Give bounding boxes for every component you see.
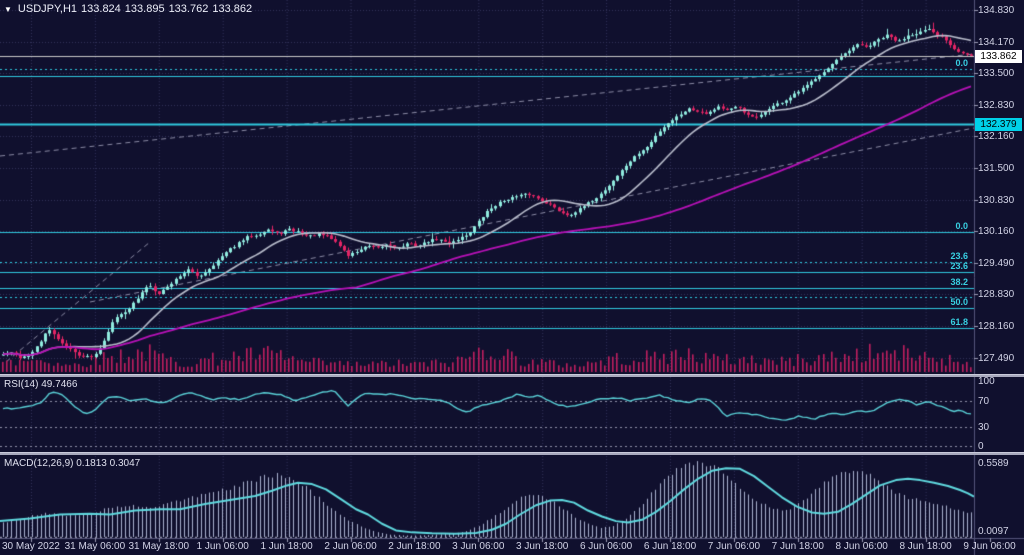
chart-header: ▼ USDJPY,H1 133.824 133.895 133.762 133.862	[4, 3, 256, 15]
rsi-scale-label: 0	[978, 441, 984, 452]
price-axis-label: 130.830	[978, 194, 1015, 206]
price-axis-label: 129.490	[978, 257, 1015, 269]
price-axis-label: 130.160	[978, 226, 1015, 238]
symbol-dropdown-icon[interactable]: ▼	[4, 5, 12, 14]
macd-indicator-label: MACD(12,26,9) 0.1813 0.3047	[4, 458, 141, 469]
fib-level-label: 23.6	[950, 251, 968, 261]
ohlc-high: 133.895	[124, 3, 165, 15]
time-axis-label: 1 Jun 06:00	[196, 541, 249, 552]
time-axis-label: 6 Jun 06:00	[579, 541, 633, 552]
time-axis-label: 31 May 06:00	[64, 541, 126, 552]
time-axis-label: 3 Jun 06:00	[452, 541, 505, 552]
fib-level-label: 50.0	[950, 297, 968, 307]
time-axis-label: 30 May 2022	[2, 541, 60, 552]
price-axis-label: 132.160	[978, 131, 1015, 143]
symbol-label: USDJPY,H1	[17, 3, 78, 15]
time-axis-label: 1 Jun 18:00	[260, 541, 313, 552]
rsi-scale-label: 100	[978, 376, 995, 387]
time-axis-label: 7 Jun 18:00	[771, 541, 824, 552]
pane-splitter-rsi[interactable]	[0, 374, 1024, 377]
price-axis-label: 134.830	[978, 5, 1015, 16]
price-axis-label: 133.500	[978, 68, 1015, 80]
level-price-tag: 132.379	[975, 118, 1022, 131]
time-axis-label: 3 Jun 18:00	[516, 541, 569, 552]
time-axis-label: 8 Jun 06:00	[835, 541, 888, 552]
fib-level-label: 38.2	[950, 277, 968, 287]
time-axis-label: 9 Jun 06:00	[963, 541, 1016, 552]
macd-max-label: 0.5589	[978, 458, 1009, 469]
time-axis-label: 6 Jun 18:00	[643, 541, 697, 552]
ohlc-low: 133.762	[168, 3, 209, 15]
time-axis-label: 2 Jun 06:00	[324, 541, 377, 552]
price-axis-label: 134.170	[978, 36, 1015, 48]
time-axis-label: 8 Jun 18:00	[899, 541, 952, 552]
fib-level-label: 23.6	[950, 261, 968, 271]
pane-splitter-macd[interactable]	[0, 452, 1024, 455]
macd-min-label: 0.0097	[978, 526, 1009, 537]
price-axis-label: 127.490	[978, 352, 1015, 364]
ohlc-close: 133.862	[212, 3, 253, 15]
price-axis-label: 128.830	[978, 289, 1015, 301]
price-axis-label: 128.160	[978, 321, 1015, 332]
fib-level-label: 0.0	[955, 221, 968, 231]
ohlc-open: 133.824	[81, 3, 121, 15]
current-price-tag: 133.862	[975, 50, 1022, 63]
time-axis-label: 7 Jun 06:00	[707, 541, 761, 552]
time-axis-label: 31 May 18:00	[128, 541, 190, 552]
price-axis-label: 132.830	[978, 99, 1015, 111]
fib-level-label: 61.8	[950, 317, 968, 327]
fib-level-label: 0.0	[955, 58, 968, 68]
rsi-indicator-label: RSI(14) 49.7466	[4, 379, 78, 390]
rsi-scale-label: 30	[978, 421, 990, 433]
price-axis-label: 131.500	[978, 163, 1015, 174]
time-axis-label: 2 Jun 18:00	[388, 541, 441, 552]
rsi-scale-label: 70	[978, 395, 990, 407]
